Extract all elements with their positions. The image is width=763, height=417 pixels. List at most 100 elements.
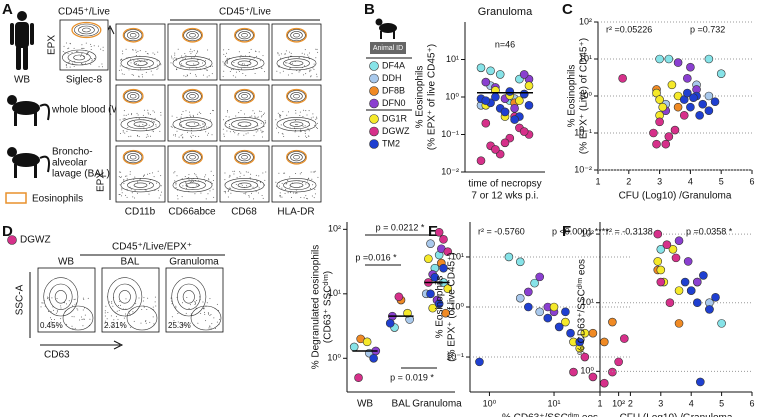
event-dot	[235, 115, 237, 117]
event-dot	[295, 129, 297, 131]
event-dot	[191, 137, 193, 139]
contour	[183, 151, 202, 164]
event-dot	[56, 298, 58, 300]
event-dot	[93, 45, 95, 47]
event-dot	[123, 179, 125, 181]
eosinophil-gate	[234, 149, 255, 165]
event-dot	[205, 174, 207, 176]
event-dot	[189, 72, 191, 74]
contour	[127, 58, 154, 68]
contour	[231, 180, 258, 190]
event-dot	[312, 171, 314, 173]
event-dot	[60, 307, 62, 309]
event-dot	[228, 120, 230, 122]
data-point	[491, 145, 500, 154]
event-dot	[291, 196, 293, 198]
eosinophil-gate	[286, 27, 307, 43]
event-dot	[227, 111, 229, 113]
event-dot	[135, 49, 137, 51]
event-dot	[206, 126, 208, 128]
event-dot	[73, 65, 75, 67]
monkey-icon	[7, 95, 50, 126]
event-dot	[233, 61, 235, 63]
event-dot	[83, 47, 85, 49]
event-dot	[234, 132, 236, 134]
event-dot	[160, 112, 162, 114]
eosinophil-gate	[234, 88, 255, 104]
y-tick-label: 10¹	[581, 297, 594, 307]
y-axis-label: % Degranulated eosinophils	[311, 245, 322, 370]
x-tick-label: 4	[689, 398, 694, 408]
contour	[124, 151, 143, 164]
event-dot	[189, 181, 191, 183]
event-dot	[255, 191, 257, 193]
x-tick-label: WB	[357, 399, 373, 410]
contour	[287, 29, 306, 42]
event-dot	[112, 305, 114, 307]
event-dot	[249, 116, 251, 118]
event-dot	[310, 117, 312, 119]
event-dot	[182, 136, 184, 138]
event-dot	[65, 42, 67, 44]
event-dot	[152, 172, 154, 174]
event-dot	[313, 63, 315, 65]
event-dot	[84, 307, 86, 309]
event-dot	[307, 128, 309, 130]
event-dot	[138, 136, 140, 138]
event-dot	[181, 55, 183, 57]
data-point	[519, 127, 529, 136]
event-dot	[124, 175, 126, 177]
event-dot	[121, 187, 123, 189]
event-dot	[73, 47, 75, 49]
event-dot	[113, 319, 115, 321]
contour	[107, 277, 143, 317]
event-dot	[50, 321, 52, 323]
event-dot	[147, 112, 149, 114]
event-dot	[308, 110, 310, 112]
event-dot	[141, 74, 143, 76]
event-dot	[107, 324, 109, 326]
event-dot	[231, 69, 233, 71]
event-dot	[135, 51, 137, 53]
event-dot	[299, 115, 301, 117]
event-dot	[109, 301, 111, 303]
event-dot	[303, 74, 305, 76]
event-dot	[194, 173, 196, 175]
event-dot	[225, 122, 227, 124]
data-point	[362, 337, 372, 347]
event-dot	[183, 75, 185, 77]
data-point	[674, 236, 684, 246]
event-dot	[120, 176, 122, 178]
event-dot	[248, 196, 250, 198]
event-dot	[81, 47, 83, 49]
event-dot	[307, 178, 309, 180]
event-dot	[126, 130, 128, 132]
label: CD66abce	[168, 207, 216, 218]
event-dot	[188, 307, 190, 309]
event-dot	[304, 49, 306, 51]
event-dot	[139, 178, 141, 180]
event-dot	[207, 49, 209, 51]
event-dot	[146, 134, 148, 136]
event-dot	[259, 60, 261, 62]
monkey-icon	[375, 18, 397, 39]
event-dot	[209, 315, 211, 317]
event-dot	[251, 115, 253, 117]
event-dot	[248, 52, 250, 54]
event-dot	[209, 326, 211, 328]
x-tick-label: 5	[719, 398, 724, 408]
event-dot	[104, 320, 106, 322]
event-dot	[190, 135, 192, 137]
event-dot	[176, 68, 178, 70]
event-dot	[206, 69, 208, 71]
data-point	[620, 334, 629, 343]
event-dot	[60, 318, 62, 320]
event-dot	[122, 53, 124, 55]
event-dot	[112, 325, 114, 327]
data-point	[716, 69, 726, 79]
event-dot	[152, 74, 154, 76]
event-dot	[299, 131, 301, 133]
contour	[293, 155, 300, 160]
event-dot	[253, 135, 255, 137]
annotation: r² = -0.3138	[606, 226, 653, 236]
